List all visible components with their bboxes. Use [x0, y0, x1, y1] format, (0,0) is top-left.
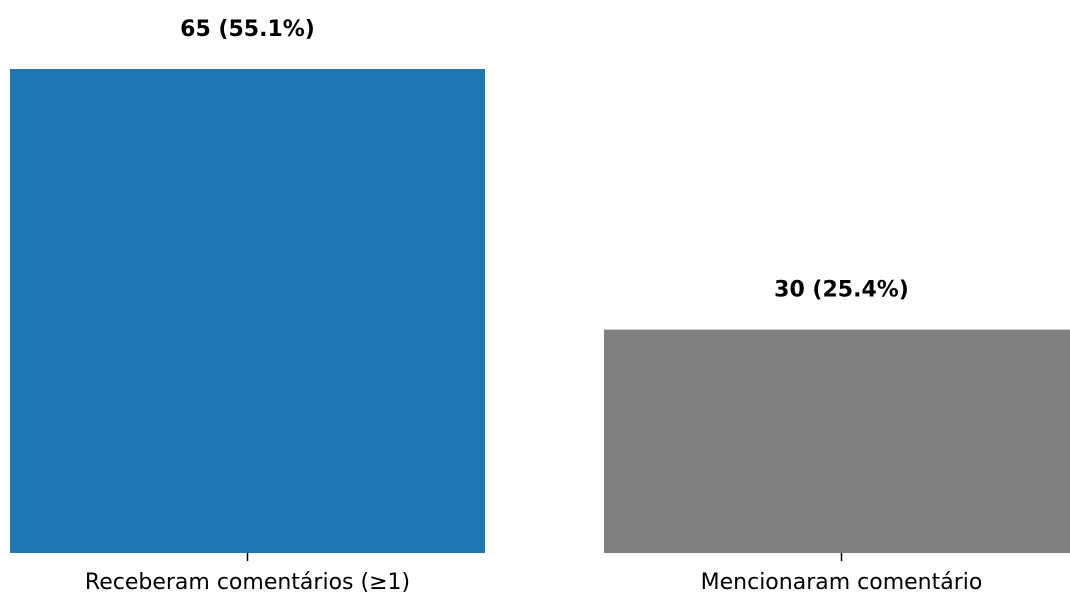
data-label-0: 65 (55.1%) [180, 17, 315, 42]
bar-1 [604, 329, 1070, 553]
data-label-1: 30 (25.4%) [774, 278, 909, 303]
x-tick-label-1: Mencionaram comentário [701, 570, 983, 592]
bar-0 [10, 69, 485, 553]
x-tick-label-0: Receberam comentários (≥1) [85, 570, 410, 592]
